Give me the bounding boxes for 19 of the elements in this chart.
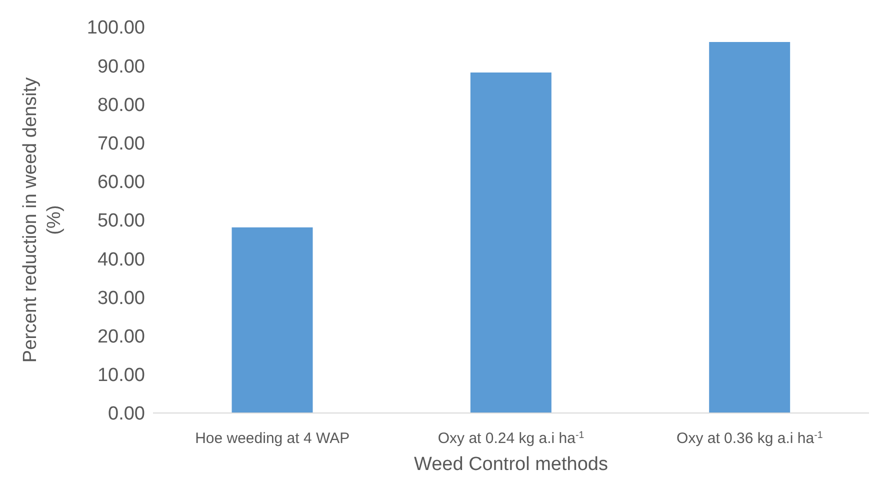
- y-tick-label: 90.00: [97, 56, 145, 78]
- y-tick-label: 50.00: [97, 210, 145, 232]
- x-tick-label: Oxy at 0.36 kg a.i ha$^{-1}$: [676, 430, 823, 447]
- y-tick-label: 70.00: [97, 134, 145, 155]
- bar: [232, 227, 313, 413]
- x-axis-title: Weed Control methods: [414, 454, 608, 475]
- y-axis-title: Percent reduction in weed density (%): [20, 76, 65, 363]
- x-tick-label: Oxy at 0.24 kg a.i ha$^{-1}$: [438, 430, 584, 447]
- x-tick-label: Hoe weeding at 4 WAP: [195, 430, 350, 447]
- y-tick-label: 10.00: [97, 365, 145, 386]
- y-tick-label: 0.00: [108, 404, 145, 425]
- y-tick-label: 40.00: [97, 249, 145, 270]
- y-tick-label: 80.00: [97, 94, 145, 116]
- y-tick-label: 20.00: [97, 326, 145, 348]
- bar: [470, 72, 552, 413]
- y-tick-label: 60.00: [97, 172, 145, 194]
- y-tick-label: 30.00: [97, 288, 145, 309]
- bar: [709, 42, 790, 413]
- y-tick-label: 100.00: [86, 18, 145, 39]
